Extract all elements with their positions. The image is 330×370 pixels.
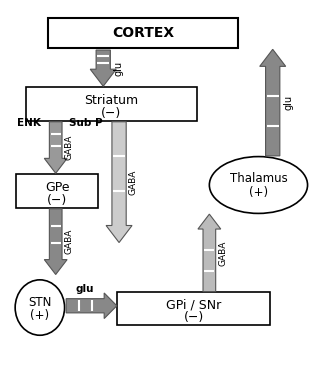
FancyArrow shape [198, 214, 221, 292]
Bar [117, 292, 270, 325]
FancyArrow shape [260, 49, 286, 156]
Text: GABA: GABA [65, 135, 74, 160]
FancyArrow shape [44, 122, 67, 173]
FancyArrow shape [106, 122, 132, 243]
Text: GABA: GABA [129, 169, 138, 195]
FancyArrow shape [44, 209, 67, 275]
Text: Striatum: Striatum [84, 94, 138, 107]
Text: ENK: ENK [16, 118, 41, 128]
Text: glu: glu [114, 61, 123, 76]
Text: GPe: GPe [45, 181, 70, 194]
Text: GPi / SNr: GPi / SNr [166, 299, 221, 312]
Text: (−): (−) [183, 312, 204, 324]
Bar [16, 174, 98, 208]
Text: STN: STN [28, 296, 51, 309]
Text: glu: glu [76, 285, 94, 295]
Text: CORTEX: CORTEX [112, 26, 174, 40]
Text: Thalamus: Thalamus [230, 172, 287, 185]
Text: (−): (−) [101, 107, 121, 120]
Bar [48, 18, 238, 48]
Text: (−): (−) [47, 194, 67, 207]
Text: glu: glu [283, 95, 293, 110]
Circle shape [15, 280, 65, 335]
FancyArrow shape [90, 50, 116, 86]
Text: (+): (+) [249, 186, 268, 199]
Text: Sub P: Sub P [69, 118, 103, 128]
Bar [26, 87, 197, 121]
Text: (+): (+) [30, 309, 50, 322]
Ellipse shape [209, 157, 308, 213]
Text: GABA: GABA [218, 240, 227, 266]
Text: GABA: GABA [65, 229, 74, 254]
FancyArrow shape [66, 293, 117, 319]
